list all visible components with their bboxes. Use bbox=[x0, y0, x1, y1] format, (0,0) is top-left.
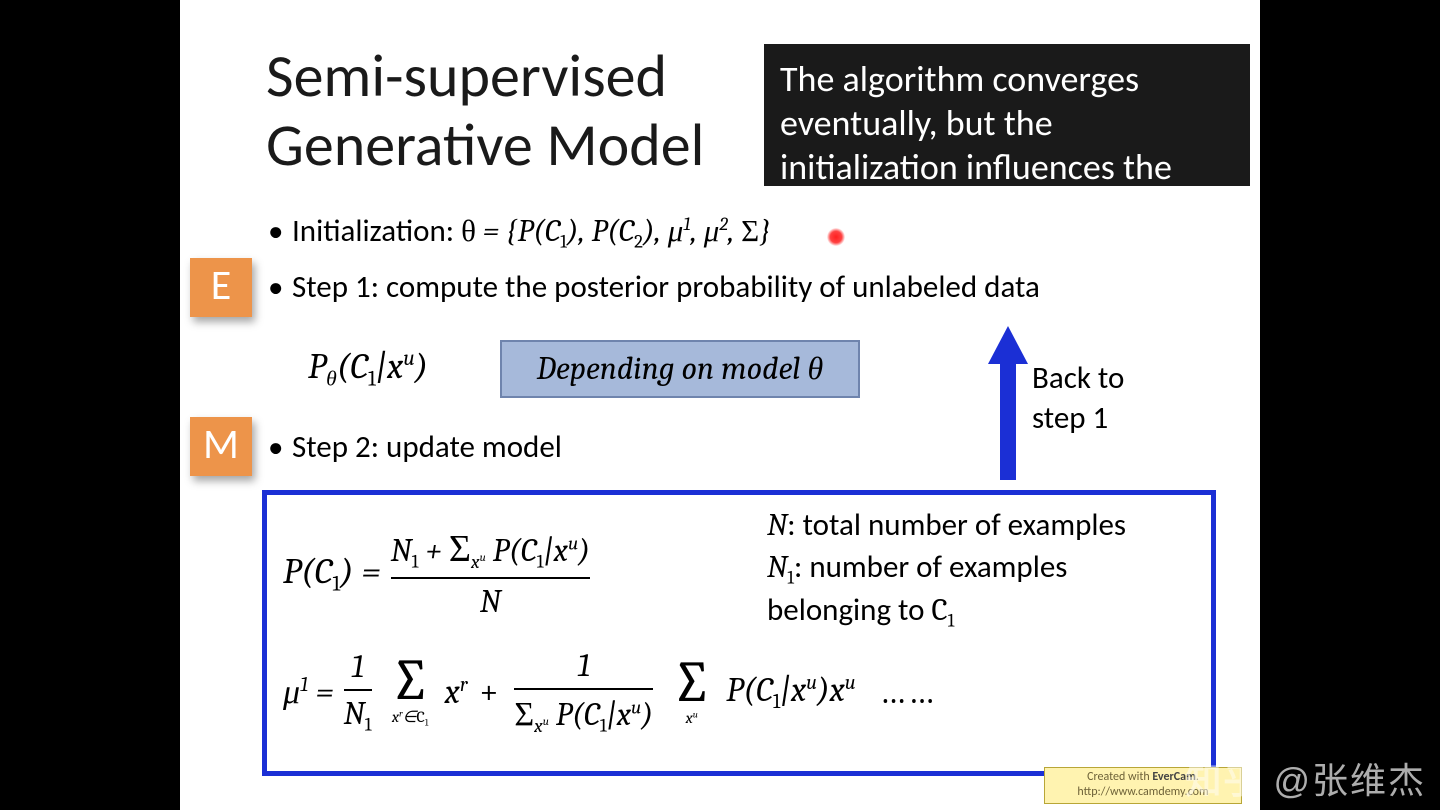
backto-line2: step 1 bbox=[1032, 399, 1108, 437]
pc1-denominator: N bbox=[480, 583, 501, 620]
posterior-formula: Pθ(C1|xu) bbox=[308, 346, 428, 392]
bullet-dot: • bbox=[268, 428, 292, 466]
pc1-numerator: N1 + Σxu P(C1|xu) bbox=[391, 527, 590, 573]
bullet-dot: • bbox=[268, 212, 292, 250]
arrow-stem bbox=[1000, 360, 1016, 480]
mu1-ellipsis: …… bbox=[880, 672, 937, 712]
badge-m-label: M bbox=[203, 419, 239, 470]
slide-canvas: Semi-supervised Generative Model The alg… bbox=[180, 0, 1260, 810]
zhihu-logo: 知乎 bbox=[1185, 760, 1261, 801]
zhihu-author: @张维杰 bbox=[1273, 760, 1426, 801]
badge-m: M bbox=[190, 417, 252, 476]
n-legend: N: total number of examples N1: number o… bbox=[767, 505, 1126, 634]
formula-pc1: P(C1) = N1 + Σxu P(C1|xu) N bbox=[283, 527, 600, 620]
badge-e-label: E bbox=[211, 260, 232, 311]
arrow-up-icon bbox=[988, 326, 1028, 364]
evercam-a: Created with bbox=[1087, 770, 1152, 784]
mu1-frac2: 1 Σxu P(C1|xu) bbox=[514, 647, 653, 737]
sigma1: ∑ xr∈C1 bbox=[390, 655, 431, 729]
pc1-fraction: N1 + Σxu P(C1|xu) N bbox=[391, 527, 590, 620]
step1-text: Step 1: compute the posterior probabilit… bbox=[292, 268, 1040, 306]
bullet-step2: • Step 2: update model bbox=[268, 428, 562, 466]
formula-box: P(C1) = N1 + Σxu P(C1|xu) N N: total num… bbox=[262, 490, 1216, 776]
backto-line1: Back to bbox=[1032, 359, 1124, 397]
callout-text: The algorithm converges eventually, but … bbox=[780, 57, 1172, 233]
bullet-dot: • bbox=[268, 268, 292, 306]
zhihu-watermark: 知乎 @张维杰 bbox=[1185, 752, 1426, 804]
bullet-initialization: • Initialization: θ = {P(C1), P(C2), μ1,… bbox=[268, 212, 771, 259]
init-formula: θ = {P(C1), P(C2), μ1, μ2, Σ} bbox=[461, 213, 771, 249]
callout-box: The algorithm converges eventually, but … bbox=[764, 44, 1250, 186]
mu1-frac1: 1N1 bbox=[344, 648, 372, 736]
depending-text: Depending on model θ bbox=[537, 350, 823, 387]
slide-title: Semi-supervised Generative Model bbox=[266, 42, 704, 180]
step2-text: Step 2: update model bbox=[292, 428, 562, 466]
laser-pointer-icon bbox=[827, 228, 845, 246]
sigma2: ∑ xu bbox=[671, 657, 712, 727]
badge-e: E bbox=[190, 258, 252, 317]
back-to-label: Back to step 1 bbox=[1032, 358, 1124, 439]
init-label: Initialization: bbox=[292, 212, 454, 250]
depending-box: Depending on model θ bbox=[500, 340, 860, 398]
formula-mu1: μ1 = 1N1 ∑ xr∈C1 xr + 1 Σxu P(C1|xu) ∑ x… bbox=[283, 647, 937, 737]
bullet-step1: • Step 1: compute the posterior probabil… bbox=[268, 268, 1040, 306]
title-line-1: Semi-supervised bbox=[266, 40, 667, 113]
title-line-2: Generative Model bbox=[266, 109, 704, 182]
